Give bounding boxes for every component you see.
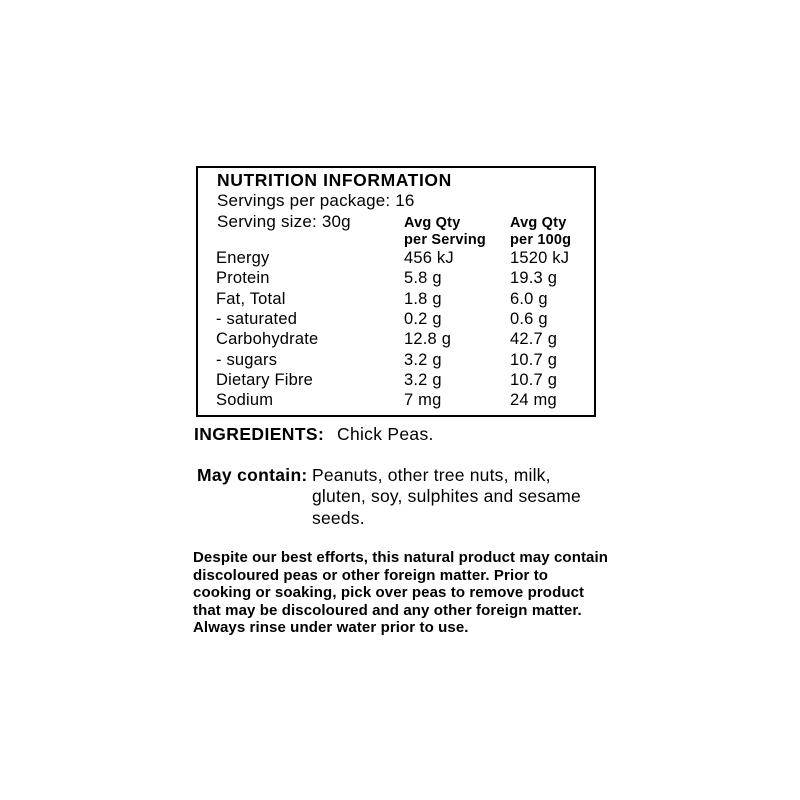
- value-per-serving: 12.8 g: [404, 330, 452, 349]
- may-contain-value: Peanuts, other tree nuts, milk, gluten, …: [312, 465, 581, 529]
- table-row-energy: Energy 456 kJ 1520 kJ: [198, 248, 592, 268]
- nutrient-label: - saturated: [216, 310, 298, 329]
- disclaimer-line: Despite our best efforts, this natural p…: [193, 549, 609, 566]
- value-per-100g: 0.6 g: [510, 310, 548, 329]
- value-per-serving: 3.2 g: [404, 371, 442, 390]
- value-per-serving: 7 mg: [404, 391, 442, 410]
- table-row-protein: Protein 5.8 g 19.3 g: [198, 268, 592, 288]
- nutrition-information-panel: NUTRITION INFORMATION Servings per packa…: [196, 166, 596, 417]
- value-per-serving: 456 kJ: [404, 249, 454, 267]
- nutrient-label: Dietary Fibre: [216, 371, 314, 390]
- may-contain-line: seeds.: [312, 507, 365, 528]
- nutrient-label: Sodium: [216, 391, 274, 410]
- nutrient-label: Fat, Total: [216, 289, 286, 308]
- value-per-100g: 19.3 g: [510, 269, 558, 288]
- serving-size: Serving size: 30g: [217, 212, 351, 231]
- nutrition-table: Energy 456 kJ 1520 kJ Protein 5.8 g 19.3…: [198, 248, 592, 411]
- value-per-100g: 42.7 g: [510, 330, 558, 349]
- nutrient-label: Protein: [216, 269, 270, 288]
- may-contain-line: Peanuts, other tree nuts, milk,: [312, 465, 551, 485]
- nutrient-label: Energy: [216, 249, 270, 267]
- value-per-serving: 1.8 g: [404, 289, 442, 308]
- table-row-carbohydrate: Carbohydrate 12.8 g 42.7 g: [198, 329, 592, 349]
- nutrient-label: Carbohydrate: [216, 330, 319, 349]
- disclaimer-line: Always rinse under water prior to use.: [193, 619, 469, 637]
- column-header-line: Avg Qty: [404, 215, 461, 231]
- may-contain-label: May contain:: [197, 465, 308, 485]
- column-header-line: Avg Qty: [510, 215, 567, 231]
- disclaimer-paragraph: Despite our best efforts, this natural p…: [193, 549, 608, 637]
- disclaimer-line: discoloured peas or other foreign matter…: [193, 566, 549, 584]
- disclaimer-line: that may be discoloured and any other fo…: [193, 601, 582, 619]
- column-header-per-100g: Avg Qty per 100g: [510, 215, 571, 249]
- column-header-line: per 100g: [510, 232, 572, 248]
- table-row-sodium: Sodium 7 mg 24 mg: [198, 390, 592, 410]
- panel-title: NUTRITION INFORMATION: [217, 170, 452, 190]
- value-per-100g: 10.7 g: [510, 371, 558, 390]
- table-row-fat-total: Fat, Total 1.8 g 6.0 g: [198, 289, 592, 309]
- value-per-serving: 0.2 g: [404, 310, 442, 329]
- table-row-saturated: - saturated 0.2 g 0.6 g: [198, 309, 592, 329]
- value-per-100g: 1520 kJ: [510, 249, 570, 267]
- value-per-100g: 10.7 g: [510, 350, 558, 369]
- value-per-100g: 6.0 g: [510, 289, 548, 308]
- value-per-100g: 24 mg: [510, 391, 557, 410]
- ingredients-value: Chick Peas.: [337, 424, 434, 444]
- servings-per-package: Servings per package: 16: [217, 191, 415, 210]
- table-row-dietary-fibre: Dietary Fibre 3.2 g 10.7 g: [198, 370, 592, 390]
- column-header-line: per Serving: [404, 232, 486, 248]
- value-per-serving: 3.2 g: [404, 350, 442, 369]
- nutrient-label: - sugars: [216, 350, 278, 369]
- ingredients-label: INGREDIENTS:: [194, 424, 325, 444]
- column-header-per-serving: Avg Qty per Serving: [404, 215, 486, 249]
- table-row-sugars: - sugars 3.2 g 10.7 g: [198, 350, 592, 370]
- disclaimer-line: cooking or soaking, pick over peas to re…: [193, 584, 585, 602]
- may-contain-line: gluten, soy, sulphites and sesame: [312, 486, 581, 507]
- value-per-serving: 5.8 g: [404, 269, 442, 288]
